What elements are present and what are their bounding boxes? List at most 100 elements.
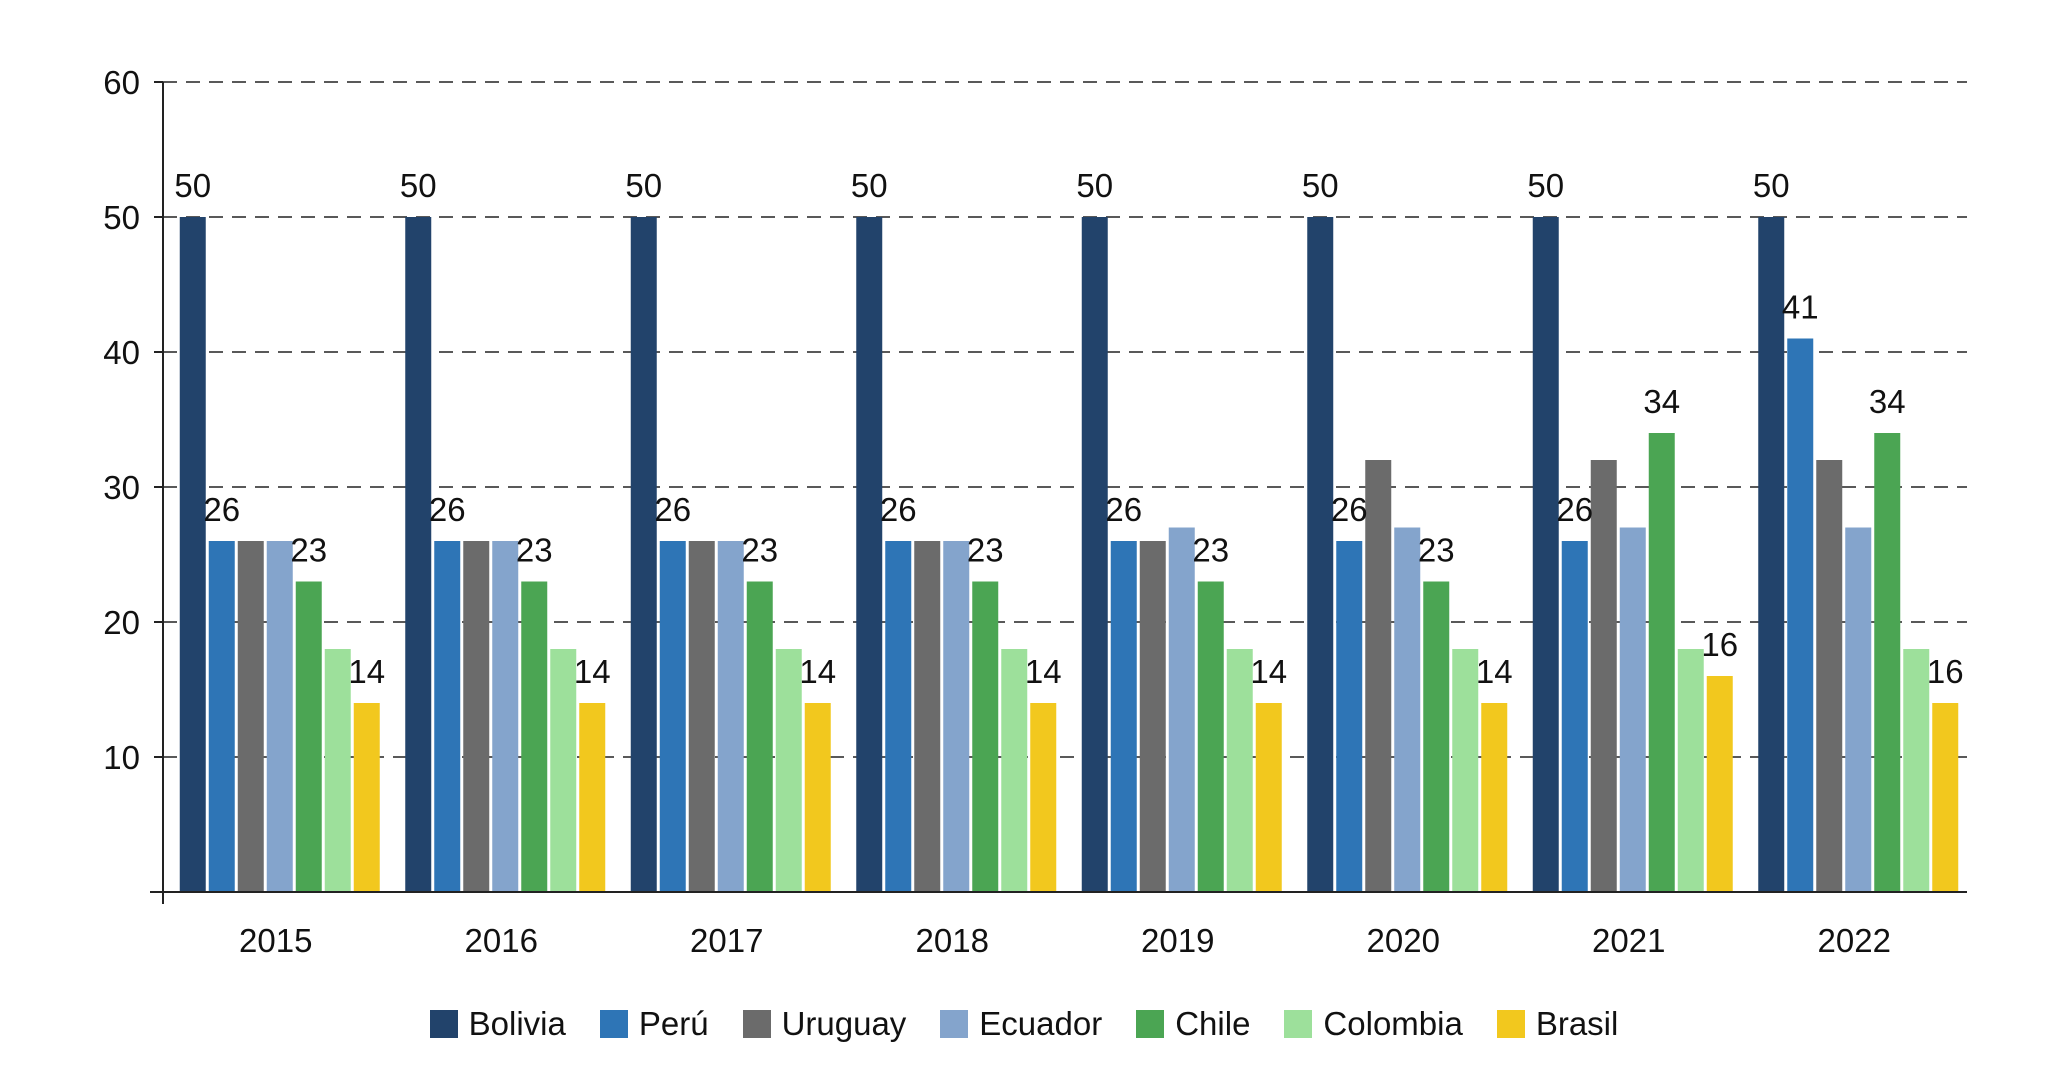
bar-uruguay-2018 [914, 541, 941, 892]
legend: Bolivia Perú Uruguay Ecuador Chile Colombia Br… [0, 1005, 2048, 1043]
data-label: 50 [400, 167, 437, 204]
bar-colombia-2018 [1001, 649, 1028, 892]
legend-swatch [940, 1010, 969, 1038]
x-tick-label: 2022 [1818, 922, 1891, 959]
bar-brasil-2022 [1932, 703, 1959, 892]
bar-brasil-2020 [1481, 703, 1508, 892]
bar-uruguay-2017 [688, 541, 715, 892]
data-label: 41 [1782, 289, 1819, 326]
bar-bolivia-2020 [1307, 217, 1334, 892]
bar-uruguay-2021 [1590, 460, 1617, 892]
legend-item-chile: Chile [1136, 1005, 1250, 1043]
data-label: 23 [1418, 532, 1455, 569]
bar-brasil-2017 [804, 703, 831, 892]
x-tick-label: 2020 [1367, 922, 1440, 959]
bar-ecuador-2022 [1845, 527, 1872, 892]
legend-label: Perú [638, 1005, 709, 1042]
x-tick-label: 2018 [916, 922, 989, 959]
axes: 60 50 40 30 20 10 2015 2016 2017 2018 2019 2020 2021… [103, 64, 1967, 959]
bar-colombia-2021 [1677, 649, 1704, 892]
bar-colombia-2020 [1452, 649, 1479, 892]
bar-brasil-2018 [1030, 703, 1057, 892]
data-label: 26 [1331, 491, 1368, 528]
data-label: 50 [174, 167, 211, 204]
bar-chile-2019 [1197, 581, 1224, 892]
bar-chile-2020 [1423, 581, 1450, 892]
bar-uruguay-2019 [1139, 541, 1166, 892]
x-tick-label: 2017 [690, 922, 763, 959]
bar-brasil-2015 [353, 703, 380, 892]
data-label: 26 [203, 491, 240, 528]
bar-brasil-2021 [1706, 676, 1733, 892]
data-labels: 50 26 23 14 50 26 23 14 50 26 23 14 50 26 23 14 50 26 23 14… [174, 167, 1963, 690]
bar-colombia-2022 [1903, 649, 1930, 892]
data-label: 26 [429, 491, 466, 528]
data-label: 34 [1643, 383, 1680, 420]
data-label: 16 [1927, 653, 1964, 690]
bar-ecuador-2017 [717, 541, 744, 892]
bar-ecuador-2016 [492, 541, 519, 892]
bar-uruguay-2022 [1816, 460, 1843, 892]
legend-label: Brasil [1535, 1005, 1619, 1042]
data-label: 26 [1556, 491, 1593, 528]
legend-item-brasil: Brasil [1496, 1005, 1619, 1043]
x-tick-label: 2019 [1141, 922, 1214, 959]
bar-per-2021 [1561, 541, 1588, 892]
bar-colombia-2017 [775, 649, 802, 892]
data-label: 26 [1105, 491, 1142, 528]
bars [179, 217, 1959, 892]
legend-item-ecuador: Ecuador [940, 1005, 1102, 1043]
bar-per-2020 [1336, 541, 1363, 892]
bar-colombia-2019 [1226, 649, 1253, 892]
legend-swatch [1136, 1010, 1165, 1038]
legend-swatch [1284, 1010, 1313, 1038]
bar-bolivia-2021 [1532, 217, 1559, 892]
bar-ecuador-2015 [266, 541, 293, 892]
data-label: 23 [967, 532, 1004, 569]
data-label: 50 [1076, 167, 1113, 204]
data-label: 23 [741, 532, 778, 569]
data-label: 26 [654, 491, 691, 528]
legend-item-per: Perú [599, 1005, 709, 1043]
data-label: 23 [1192, 532, 1229, 569]
data-label: 16 [1701, 626, 1738, 663]
data-label: 14 [1250, 653, 1287, 690]
data-label: 50 [1527, 167, 1564, 204]
bar-bolivia-2017 [630, 217, 657, 892]
bar-uruguay-2020 [1365, 460, 1392, 892]
bar-brasil-2019 [1255, 703, 1282, 892]
y-tick-label: 60 [103, 64, 140, 101]
y-tick-label: 10 [103, 739, 140, 776]
bar-bolivia-2018 [856, 217, 883, 892]
bar-uruguay-2015 [237, 541, 264, 892]
bar-per-2016 [434, 541, 461, 892]
y-tick-label: 40 [103, 334, 140, 371]
bar-bolivia-2016 [405, 217, 432, 892]
legend-item-uruguay: Uruguay [742, 1005, 906, 1043]
bar-chile-2018 [972, 581, 999, 892]
data-label: 23 [516, 532, 553, 569]
legend-swatch [742, 1010, 771, 1038]
bar-per-2022 [1787, 338, 1814, 892]
legend-label: Bolivia [468, 1005, 566, 1042]
bar-colombia-2015 [324, 649, 351, 892]
data-label: 34 [1869, 383, 1906, 420]
bar-ecuador-2020 [1394, 527, 1421, 892]
bar-chile-2015 [295, 581, 322, 892]
legend-label: Colombia [1323, 1005, 1463, 1042]
legend-swatch [599, 1010, 628, 1038]
data-label: 14 [574, 653, 611, 690]
bar-chile-2016 [521, 581, 548, 892]
y-tick-label: 30 [103, 469, 140, 506]
x-tick-label: 2015 [239, 922, 312, 959]
data-label: 26 [880, 491, 917, 528]
bar-bolivia-2019 [1081, 217, 1108, 892]
bar-colombia-2016 [550, 649, 577, 892]
bar-ecuador-2019 [1168, 527, 1195, 892]
data-label: 50 [851, 167, 888, 204]
data-label: 23 [290, 532, 327, 569]
bar-per-2015 [208, 541, 235, 892]
bar-ecuador-2021 [1619, 527, 1646, 892]
bar-per-2017 [659, 541, 686, 892]
